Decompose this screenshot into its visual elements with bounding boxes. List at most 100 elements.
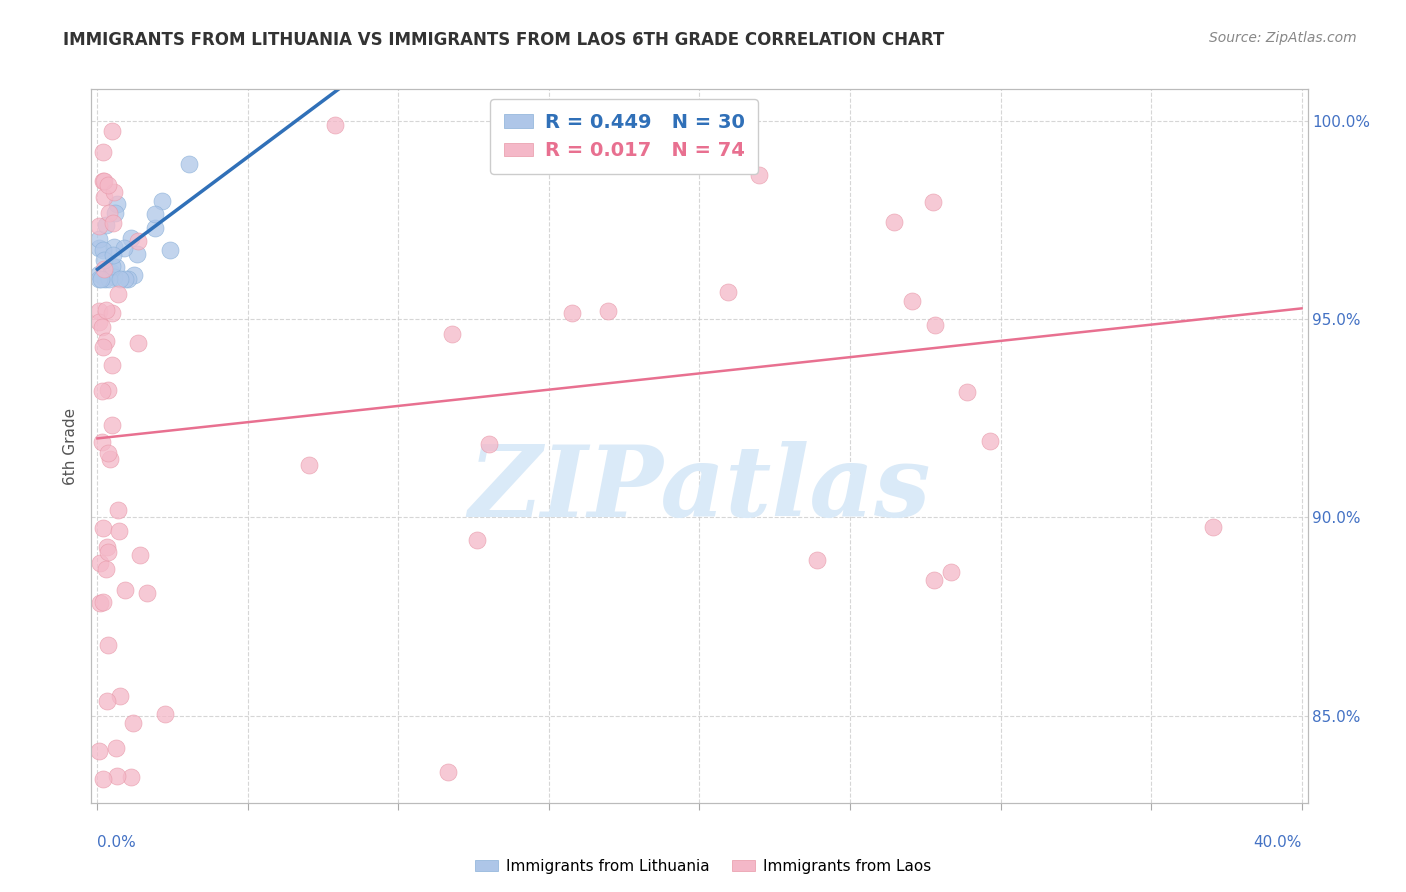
Point bbox=[89, 744, 111, 758]
Point bbox=[103, 239, 125, 253]
Point bbox=[96, 694, 118, 708]
Point bbox=[179, 157, 201, 171]
Point bbox=[107, 524, 129, 538]
Point bbox=[924, 318, 946, 333]
Point bbox=[921, 194, 943, 209]
Point bbox=[96, 540, 118, 554]
Point bbox=[87, 272, 110, 286]
Point bbox=[101, 124, 124, 138]
Text: Source: ZipAtlas.com: Source: ZipAtlas.com bbox=[1209, 31, 1357, 45]
Point bbox=[103, 269, 125, 284]
Point bbox=[105, 260, 128, 275]
Point bbox=[101, 359, 124, 373]
Point bbox=[437, 764, 460, 779]
Point bbox=[89, 267, 111, 281]
Text: ZIPatlas: ZIPatlas bbox=[468, 441, 931, 537]
Point bbox=[150, 194, 173, 208]
Point bbox=[122, 716, 145, 731]
Point bbox=[96, 334, 118, 349]
Point bbox=[91, 320, 114, 334]
Point bbox=[107, 503, 129, 517]
Point bbox=[93, 190, 115, 204]
Point bbox=[108, 272, 131, 286]
Point bbox=[120, 231, 142, 245]
Text: IMMIGRANTS FROM LITHUANIA VS IMMIGRANTS FROM LAOS 6TH GRADE CORRELATION CHART: IMMIGRANTS FROM LITHUANIA VS IMMIGRANTS … bbox=[63, 31, 945, 49]
Point bbox=[108, 689, 131, 703]
Point bbox=[104, 206, 127, 220]
Point bbox=[478, 437, 501, 451]
Point bbox=[979, 434, 1001, 449]
Point bbox=[748, 168, 770, 182]
Point bbox=[100, 264, 122, 278]
Legend: Immigrants from Lithuania, Immigrants from Laos: Immigrants from Lithuania, Immigrants fr… bbox=[470, 853, 936, 880]
Point bbox=[298, 458, 321, 473]
Text: 0.0%: 0.0% bbox=[97, 835, 136, 850]
Point bbox=[717, 285, 740, 300]
Point bbox=[90, 435, 112, 450]
Y-axis label: 6th Grade: 6th Grade bbox=[63, 408, 79, 484]
Point bbox=[900, 294, 922, 309]
Point bbox=[93, 521, 115, 535]
Point bbox=[440, 326, 463, 341]
Point bbox=[607, 145, 630, 159]
Point bbox=[128, 549, 150, 563]
Point bbox=[93, 340, 115, 354]
Point bbox=[561, 306, 583, 320]
Point bbox=[97, 272, 120, 286]
Point bbox=[107, 287, 129, 301]
Point bbox=[101, 306, 124, 320]
Point bbox=[105, 196, 128, 211]
Point bbox=[91, 595, 114, 609]
Point bbox=[114, 582, 136, 597]
Point bbox=[806, 553, 828, 567]
Point bbox=[87, 304, 110, 318]
Point bbox=[105, 741, 128, 756]
Point bbox=[103, 216, 125, 230]
Point bbox=[93, 252, 115, 267]
Point bbox=[114, 272, 136, 286]
Point bbox=[112, 241, 135, 255]
Point bbox=[93, 262, 115, 277]
Point bbox=[101, 248, 124, 262]
Point bbox=[159, 243, 181, 257]
Point bbox=[125, 247, 148, 261]
Point bbox=[89, 596, 111, 610]
Point bbox=[91, 243, 114, 257]
Point bbox=[87, 232, 110, 246]
Point bbox=[323, 118, 346, 132]
Point bbox=[97, 383, 120, 397]
Point bbox=[883, 214, 905, 228]
Point bbox=[94, 219, 117, 233]
Point bbox=[91, 145, 114, 160]
Point bbox=[98, 452, 121, 467]
Point bbox=[143, 207, 166, 221]
Point bbox=[103, 185, 125, 199]
Point bbox=[93, 174, 115, 188]
Point bbox=[679, 126, 702, 140]
Point bbox=[97, 544, 120, 558]
Point bbox=[956, 385, 979, 400]
Point bbox=[91, 384, 114, 398]
Point bbox=[97, 638, 120, 652]
Point bbox=[939, 565, 962, 579]
Point bbox=[127, 234, 149, 248]
Point bbox=[94, 303, 117, 318]
Point bbox=[924, 573, 946, 587]
Point bbox=[101, 259, 124, 273]
Point bbox=[120, 770, 142, 784]
Point bbox=[100, 417, 122, 432]
Legend: R = 0.449   N = 30, R = 0.017   N = 74: R = 0.449 N = 30, R = 0.017 N = 74 bbox=[491, 99, 758, 174]
Point bbox=[91, 772, 114, 787]
Point bbox=[94, 272, 117, 286]
Text: 40.0%: 40.0% bbox=[1253, 835, 1302, 850]
Point bbox=[90, 272, 112, 286]
Point bbox=[117, 272, 139, 286]
Point bbox=[94, 561, 117, 575]
Point bbox=[596, 304, 619, 318]
Point bbox=[709, 112, 731, 126]
Point bbox=[97, 445, 120, 459]
Point bbox=[465, 533, 488, 547]
Point bbox=[87, 315, 110, 329]
Point bbox=[89, 556, 111, 570]
Point bbox=[143, 221, 166, 235]
